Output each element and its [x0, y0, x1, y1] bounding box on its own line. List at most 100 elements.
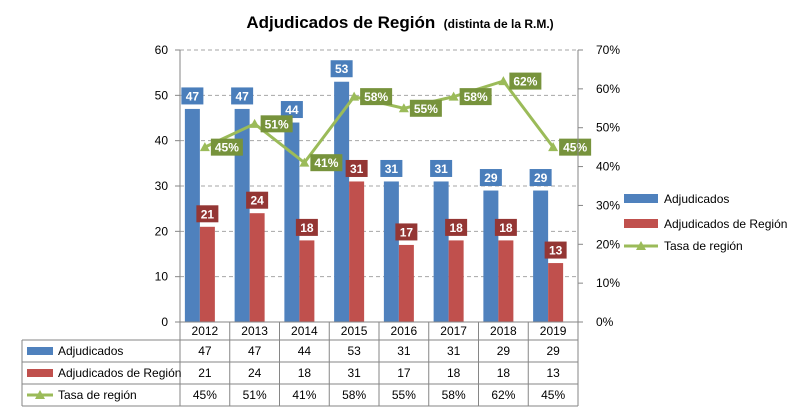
data-label-bg [231, 87, 254, 105]
table-cell: 45% [541, 388, 565, 402]
table-cell: 45% [193, 388, 217, 402]
y-left-tick-label: 50 [155, 88, 169, 102]
line-point [349, 91, 360, 101]
data-label: 31 [385, 162, 399, 176]
table-cell: 47 [198, 344, 212, 358]
chart-title: Adjudicados de Región (distinta de la R.… [246, 13, 553, 32]
bar-adjudicados-de-región [249, 213, 265, 322]
data-label-bg [409, 99, 442, 117]
data-label-bg [395, 223, 418, 241]
table-cell: 31 [447, 344, 461, 358]
data-label-bg [380, 159, 403, 177]
data-label: 24 [250, 194, 264, 208]
bar-adjudicados-de-región [398, 244, 414, 322]
data-labels: 47 47 44 53 31 31 29 29 21 24 18 31 17 18 18 13 45% 51% 41… [181, 60, 592, 259]
table-cell: 29 [546, 344, 560, 358]
data-label: 18 [499, 221, 513, 235]
bar-adjudicados-de-región [498, 240, 514, 322]
bar-adjudicados [433, 181, 449, 322]
data-label: 18 [449, 221, 463, 235]
bar-marks [184, 81, 564, 323]
legend: Adjudicados Adjudicados de Región Tasa de … [624, 192, 787, 253]
table-marker [35, 390, 45, 399]
x-tick-label: 2014 [291, 324, 318, 338]
data-label: 53 [335, 62, 349, 76]
table-series-name: Tasa de región [58, 388, 137, 402]
table-cell: 44 [298, 344, 312, 358]
data-label: 47 [235, 89, 249, 103]
bar-adjudicados [483, 190, 499, 322]
bar-adjudicados-de-región [199, 226, 215, 322]
table-series-name: Adjudicados [58, 344, 123, 358]
bar-adjudicados-de-región [349, 181, 365, 322]
y-left-tick-label: 10 [155, 270, 169, 284]
data-label: 17 [400, 225, 414, 239]
table-cell: 55% [392, 388, 416, 402]
data-label-bg [430, 159, 453, 177]
data-label-bg [479, 169, 502, 187]
y-left-tick-label: 60 [155, 43, 169, 57]
y-left-tick-label: 40 [155, 134, 169, 148]
data-label: 31 [434, 162, 448, 176]
table-cell: 31 [347, 366, 361, 380]
x-tick-label: 2019 [540, 324, 567, 338]
data-label-bg [494, 218, 517, 236]
data-label: 45% [563, 141, 587, 155]
data-label-bg [445, 218, 468, 236]
data-label: 41% [314, 156, 338, 170]
table-cell: 58% [342, 388, 366, 402]
table-cell: 18 [497, 366, 511, 380]
bar-adjudicados [383, 181, 399, 322]
table-cell: 31 [397, 344, 411, 358]
legend-swatch [624, 219, 658, 228]
data-label: 47 [186, 89, 200, 103]
y-right-tick-label: 10% [596, 276, 620, 290]
data-label: 58% [464, 90, 488, 104]
table-cell: 24 [248, 366, 262, 380]
bar-adjudicados [234, 108, 250, 322]
table-cell: 17 [397, 366, 411, 380]
y-right-tick-label: 20% [596, 237, 620, 251]
table-cell: 13 [546, 366, 560, 380]
data-label: 58% [364, 90, 388, 104]
bar-adjudicados-de-región [448, 240, 464, 322]
y-left-tick-label: 0 [161, 315, 168, 329]
table-cell: 53 [347, 344, 361, 358]
table-swatch [27, 369, 53, 377]
table-cell: 21 [198, 366, 212, 380]
data-label: 29 [534, 171, 548, 185]
data-label-bg [310, 154, 343, 172]
y-right-tick-label: 40% [596, 160, 620, 174]
bar-adjudicados [533, 190, 549, 322]
y-left-tick-label: 30 [155, 179, 169, 193]
bar-adjudicados [284, 122, 300, 323]
data-label-bg [559, 138, 592, 156]
bar-adjudicados [334, 81, 350, 322]
data-label: 51% [265, 117, 289, 131]
data-label-bg [181, 87, 204, 105]
table-cell: 18 [298, 366, 312, 380]
table-cell: 41% [292, 388, 316, 402]
data-label-bg [246, 191, 269, 209]
data-label: 55% [414, 102, 438, 116]
bar-adjudicados [184, 108, 200, 322]
data-label-bg [509, 72, 542, 90]
y-right-tick-label: 0% [596, 315, 614, 329]
data-label-bg [345, 159, 368, 177]
x-tick-label: 2016 [391, 324, 418, 338]
legend-label: Adjudicados [664, 192, 729, 206]
y-right-tick-label: 30% [596, 198, 620, 212]
y-right-tick-label: 50% [596, 121, 620, 135]
data-label: 13 [549, 244, 563, 258]
table-cell: 62% [491, 388, 515, 402]
data-label-bg [459, 88, 492, 106]
axes: 0 10 20 30 40 50 60 0% 10% 20% 30% 40% 50% 60% 70% [155, 43, 621, 329]
data-label-bg [196, 205, 219, 223]
y-right-tick-label: 70% [596, 43, 620, 57]
legend-label: Tasa de región [664, 239, 743, 253]
data-table: 2012 2013 2014 2015 2016 2017 2018 2019 Adjudica… [21, 321, 579, 407]
data-label: 29 [484, 171, 498, 185]
x-tick-label: 2017 [440, 324, 467, 338]
